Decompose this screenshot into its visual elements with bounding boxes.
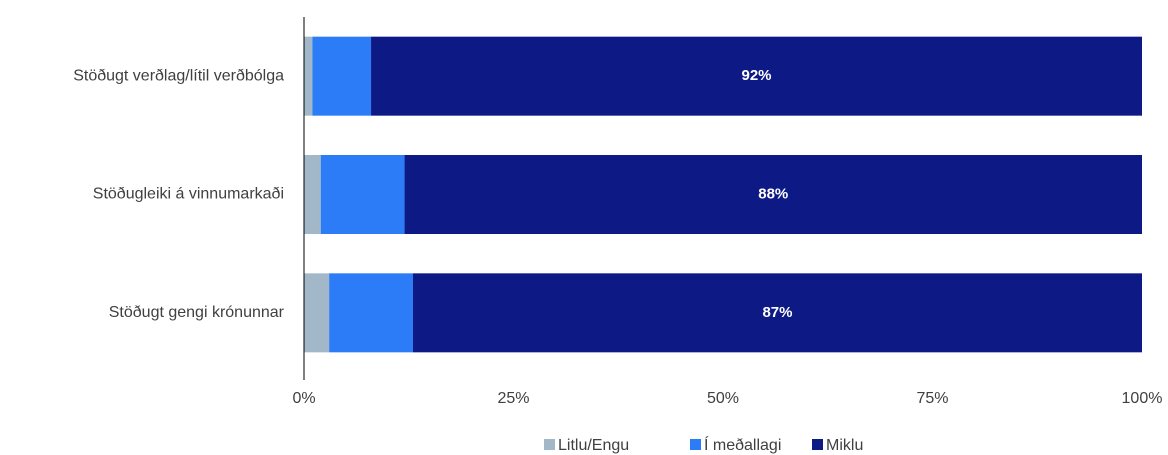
value-label: 88%	[758, 185, 788, 202]
legend-label: Í meðallagi	[704, 435, 781, 454]
y-tick-label: Stöðugleiki á vinnumarkaði	[93, 186, 284, 203]
legend-swatch	[690, 439, 701, 450]
legend-label: Litlu/Engu	[558, 437, 629, 454]
x-tick-label: 25%	[497, 390, 529, 407]
y-tick-label: Stöðugt gengi krónunnar	[109, 304, 285, 321]
bar-segment	[404, 155, 1142, 234]
bar-segment	[371, 36, 1142, 116]
legend-swatch	[544, 439, 555, 450]
bar-segment	[412, 273, 1142, 353]
bar-segment	[329, 273, 413, 353]
x-tick-label: 100%	[1122, 390, 1163, 407]
legend-swatch	[812, 439, 823, 450]
bar-segment	[304, 36, 313, 116]
legend-label: Miklu	[826, 437, 863, 454]
x-tick-label: 0%	[292, 390, 315, 407]
x-tick-label: 75%	[916, 390, 948, 407]
x-tick-label: 50%	[707, 390, 739, 407]
bar-segment	[304, 155, 321, 234]
bar-segment	[304, 273, 330, 353]
y-tick-label: Stöðugt verðlag/lítil verðbólga	[73, 67, 284, 84]
bar-segment	[320, 155, 405, 234]
bar-segment	[312, 36, 372, 116]
value-label: 92%	[742, 67, 772, 84]
value-label: 87%	[762, 304, 792, 321]
